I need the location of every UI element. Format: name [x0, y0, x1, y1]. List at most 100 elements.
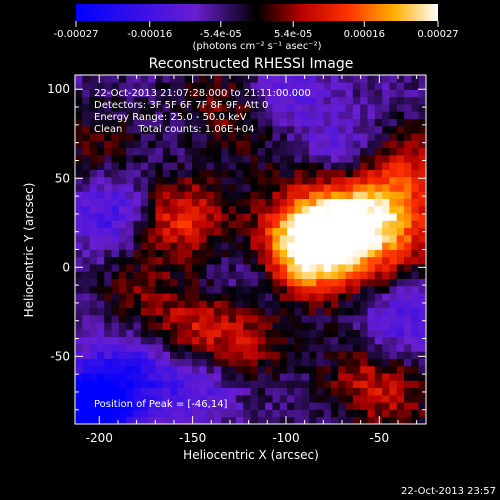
- heatmap-cell: [279, 256, 288, 265]
- heatmap-cell: [170, 198, 178, 207]
- heatmap-cell: [287, 271, 295, 279]
- heatmap-cell: [104, 380, 112, 389]
- heatmap-cell: [199, 285, 208, 294]
- heatmap-cell: [309, 227, 317, 236]
- heatmap-cell: [338, 89, 346, 98]
- heatmap-cell: [382, 234, 390, 243]
- heatmap-cell: [148, 344, 156, 352]
- heatmap-cell: [382, 191, 390, 199]
- heatmap-cell: [126, 234, 134, 243]
- heatmap-cell: [272, 234, 281, 243]
- heatmap-cell: [265, 227, 273, 236]
- heatmap-cell: [82, 409, 91, 418]
- heatmap-cell: [418, 140, 426, 149]
- heatmap-cell: [316, 242, 325, 250]
- heatmap-cell: [374, 409, 383, 418]
- heatmap-cell: [411, 220, 420, 229]
- heatmap-cell: [404, 264, 412, 272]
- heatmap-cell: [155, 154, 164, 163]
- heatmap-cell: [170, 111, 178, 120]
- heatmap-cell: [265, 358, 273, 367]
- heatmap-cell: [82, 242, 91, 250]
- heatmap-cell: [89, 133, 98, 141]
- heatmap-cell: [345, 75, 354, 83]
- heatmap-cell: [140, 256, 149, 265]
- heatmap-cell: [257, 220, 266, 229]
- heatmap-cell: [155, 416, 164, 424]
- heatmap-cell: [279, 75, 288, 83]
- heatmap-cell: [301, 387, 310, 396]
- heatmap-cell: [345, 176, 354, 185]
- heatmap-cell: [75, 147, 83, 156]
- heatmap-cell: [148, 264, 156, 272]
- heatmap-cell: [382, 249, 390, 258]
- heatmap-cell: [360, 191, 368, 199]
- heatmap-cell: [272, 154, 281, 163]
- heatmap-cell: [316, 75, 325, 83]
- heatmap-cell: [170, 264, 178, 272]
- heatmap-cell: [309, 169, 317, 178]
- heatmap-cell: [396, 314, 405, 323]
- heatmap-cell: [228, 249, 237, 258]
- heatmap-cell: [111, 394, 120, 403]
- heatmap-cell: [367, 416, 376, 424]
- heatmap-cell: [111, 118, 120, 127]
- heatmap-cell: [199, 242, 208, 250]
- heatmap-cell: [265, 198, 273, 207]
- heatmap-cell: [89, 387, 98, 396]
- heatmap-cell: [396, 125, 405, 134]
- heatmap-cell: [330, 82, 339, 90]
- heatmap-cell: [367, 256, 376, 265]
- heatmap-cell: [272, 278, 281, 287]
- heatmap-cell: [104, 82, 112, 90]
- heatmap-cell: [382, 147, 390, 156]
- heatmap-cell: [155, 264, 164, 272]
- heatmap-cell: [352, 351, 361, 359]
- heatmap-cell: [235, 227, 244, 236]
- heatmap-cell: [96, 307, 105, 316]
- heatmap-cell: [367, 191, 376, 199]
- heatmap-cell: [184, 104, 193, 112]
- heatmap-cell: [228, 380, 237, 389]
- heatmap-cell: [309, 351, 317, 359]
- heatmap-cell: [389, 133, 398, 141]
- heatmap-cell: [104, 198, 112, 207]
- heatmap-cell: [272, 184, 281, 192]
- heatmap-cell: [367, 409, 376, 418]
- heatmap-cell: [140, 365, 149, 374]
- heatmap-cell: [162, 416, 171, 424]
- heatmap-cell: [111, 198, 120, 207]
- heatmap-cell: [367, 351, 376, 359]
- heatmap-cell: [118, 249, 127, 258]
- heatmap-cell: [367, 336, 376, 345]
- heatmap-cell: [301, 336, 310, 345]
- heatmap-cell: [104, 205, 112, 214]
- heatmap-cell: [411, 300, 420, 309]
- heatmap-cell: [411, 242, 420, 250]
- heatmap-cell: [155, 133, 164, 141]
- heatmap-cell: [104, 118, 112, 127]
- heatmap-cell: [411, 365, 420, 374]
- heatmap-cell: [345, 205, 354, 214]
- heatmap-cell: [257, 271, 266, 279]
- heatmap-cell: [192, 300, 200, 309]
- heatmap-cell: [301, 125, 310, 134]
- heatmap-cell: [177, 416, 186, 424]
- heatmap-cell: [111, 89, 120, 98]
- heatmap-cell: [330, 242, 339, 250]
- heatmap-cell: [133, 416, 142, 424]
- heatmap-cell: [287, 191, 295, 199]
- heatmap-cell: [126, 213, 134, 221]
- heatmap-cell: [206, 213, 215, 221]
- heatmap-cell: [374, 249, 383, 258]
- heatmap-cell: [352, 314, 361, 323]
- heatmap-cell: [235, 162, 244, 170]
- heatmap-cell: [338, 227, 346, 236]
- heatmap-cell: [148, 256, 156, 265]
- heatmap-cell: [104, 154, 112, 163]
- heatmap-cell: [148, 336, 156, 345]
- heatmap-cell: [301, 351, 310, 359]
- heatmap-cell: [396, 307, 405, 316]
- heatmap-cell: [396, 264, 405, 272]
- heatmap-cell: [323, 264, 332, 272]
